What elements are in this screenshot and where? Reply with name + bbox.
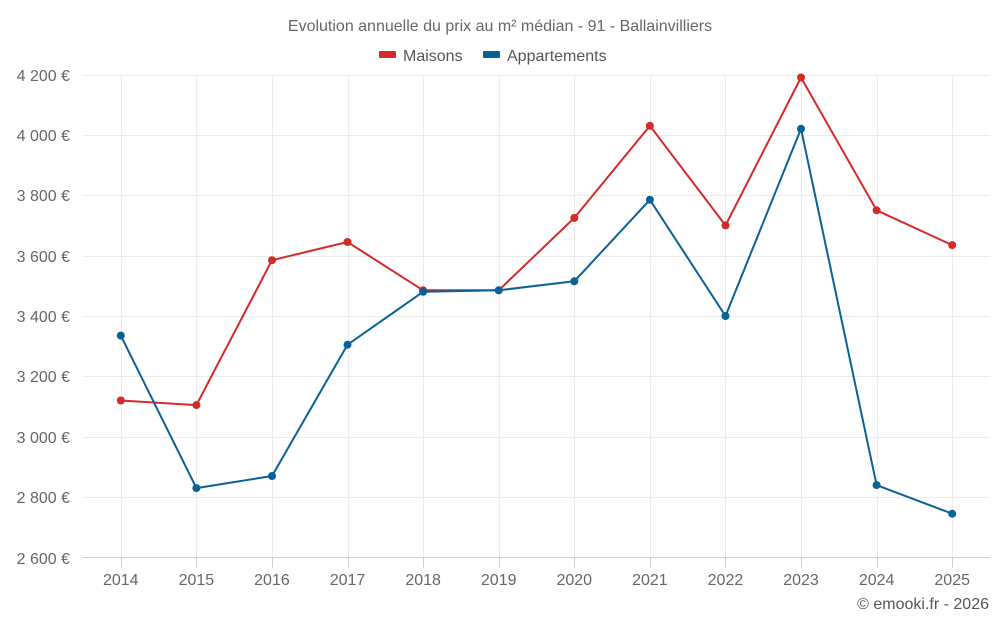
y-tick-label: 3 200 € — [17, 369, 70, 386]
x-tick-label: 2018 — [405, 572, 441, 589]
x-tick-label: 2019 — [481, 572, 517, 589]
x-tick-label: 2014 — [103, 572, 139, 589]
data-point-maisons[interactable] — [268, 256, 276, 265]
x-tick-label: 2022 — [708, 572, 744, 589]
x-tick-label: 2020 — [556, 572, 592, 589]
data-point-maisons[interactable] — [116, 396, 125, 405]
y-tick-label: 4 000 € — [17, 128, 70, 145]
x-tick-label: 2023 — [783, 572, 819, 589]
data-point-appartements[interactable] — [645, 195, 654, 204]
data-point-maisons[interactable] — [192, 401, 201, 410]
y-tick-label: 2 600 € — [17, 551, 70, 568]
legend-item-appartements[interactable]: Appartements — [483, 48, 607, 65]
x-tick-label: 2024 — [859, 572, 895, 589]
legend-label-appartements: Appartements — [507, 48, 607, 65]
legend-swatch-appartements — [483, 51, 500, 58]
chart-title: Evolution annuelle du prix au m² médian … — [288, 18, 712, 35]
data-point-maisons[interactable] — [872, 206, 881, 215]
data-point-appartements[interactable] — [872, 481, 881, 490]
series — [116, 73, 957, 518]
data-point-appartements[interactable] — [116, 331, 125, 340]
data-point-maisons[interactable] — [570, 213, 579, 222]
y-tick-label: 3 800 € — [17, 188, 70, 205]
data-point-maisons[interactable] — [797, 73, 805, 82]
legend-item-maisons[interactable]: Maisons — [379, 48, 463, 65]
data-point-appartements[interactable] — [948, 509, 957, 518]
data-point-appartements[interactable] — [419, 287, 428, 296]
legend: Maisons Appartements — [379, 48, 607, 65]
data-point-maisons[interactable] — [343, 238, 352, 246]
credit-text: © emooki.fr - 2026 — [857, 596, 989, 613]
axes: 2 600 € 2 800 € 3 000 € 3 200 € 3 400 € 3 600… — [17, 68, 990, 589]
data-point-appartements[interactable] — [192, 484, 201, 493]
data-point-appartements[interactable] — [494, 286, 503, 295]
series-maisons — [116, 73, 957, 410]
data-point-appartements[interactable] — [268, 472, 276, 480]
y-tick-label: 2 800 € — [17, 490, 70, 507]
series-line-maisons — [120, 76, 953, 407]
y-tick-label: 3 400 € — [17, 309, 70, 326]
data-point-appartements[interactable] — [570, 277, 579, 286]
y-tick-label: 3 600 € — [17, 249, 70, 266]
data-point-appartements[interactable] — [721, 312, 730, 320]
x-tick-label: 2025 — [934, 572, 970, 589]
data-point-appartements[interactable] — [797, 124, 805, 133]
y-tick-label: 3 000 € — [17, 430, 70, 447]
x-tick-label: 2016 — [254, 572, 290, 589]
legend-label-maisons: Maisons — [403, 48, 463, 65]
legend-swatch-maisons — [379, 51, 396, 58]
data-point-appartements[interactable] — [343, 340, 352, 349]
series-line-appartements — [119, 127, 953, 515]
x-tick-label: 2017 — [330, 572, 366, 589]
y-tick-label: 4 200 € — [17, 68, 70, 85]
data-point-maisons[interactable] — [948, 241, 957, 250]
data-point-maisons[interactable] — [721, 221, 730, 230]
x-tick-label: 2015 — [179, 572, 215, 589]
series-appartements — [116, 124, 957, 518]
data-point-maisons[interactable] — [645, 121, 654, 130]
x-tick-label: 2021 — [632, 572, 668, 589]
grid — [83, 74, 990, 558]
